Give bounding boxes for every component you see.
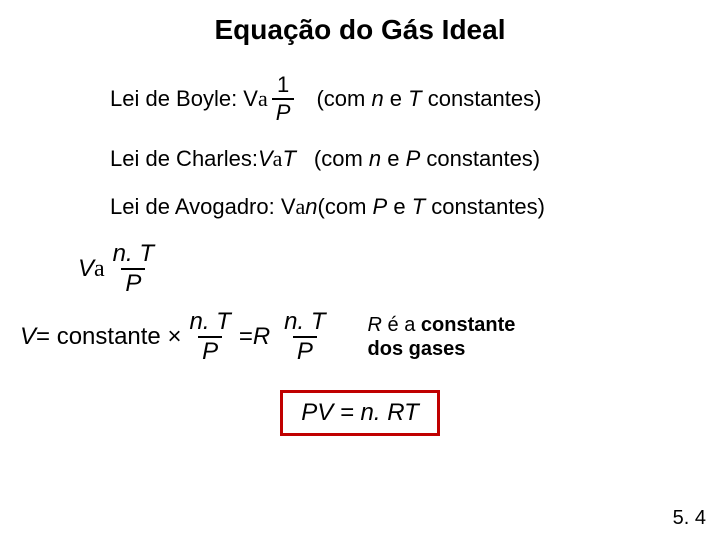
boxed-equation: PV = n. RT: [280, 390, 440, 436]
cond-mid: e: [381, 146, 405, 171]
eq-lhs: V: [20, 323, 36, 351]
cond-var2: T: [412, 194, 425, 219]
cond-open: (com: [318, 194, 373, 219]
equation-row: V = constante × n. T P = R n. T P R é a …: [20, 310, 720, 364]
avogadro-prefix: Lei de Avogadro: V: [110, 194, 296, 220]
frac-num: n. T: [185, 310, 234, 336]
boxed-equation-wrap: PV = n. RT: [0, 390, 720, 436]
note-bold2: dos gases: [368, 338, 466, 360]
alpha-symbol: a: [273, 146, 283, 172]
eq-const: = constante ×: [36, 323, 181, 351]
cond-open: (com: [316, 86, 371, 111]
avogadro-condition: (com P e T constantes): [318, 194, 545, 220]
charles-prefix: Lei de Charles:: [110, 146, 258, 172]
eq-frac2: n. T P: [280, 310, 329, 364]
cond-var1: n: [371, 86, 383, 111]
boyle-fraction: 1 P: [272, 74, 295, 124]
laws-block: Lei de Boyle: V a 1 P (com n e T constan…: [110, 74, 720, 220]
frac-den: P: [198, 336, 222, 364]
slide-number: 5. 4: [673, 507, 706, 530]
combined-fraction: n. T P: [109, 242, 158, 296]
frac-num: 1: [273, 74, 293, 98]
frac-num: n. T: [280, 310, 329, 336]
avogadro-n: n: [305, 194, 317, 220]
alpha-symbol: a: [258, 86, 268, 112]
combined-v: V: [78, 255, 94, 283]
boyle-prefix: Lei de Boyle: V: [110, 86, 258, 112]
eq-frac1: n. T P: [185, 310, 234, 364]
cond-mid: e: [387, 194, 411, 219]
frac-den: P: [121, 268, 145, 296]
note-r: R: [368, 314, 382, 336]
cond-var2: P: [406, 146, 421, 171]
cond-close: constantes): [422, 86, 542, 111]
charles-condition: (com n e P constantes): [314, 146, 540, 172]
cond-var1: n: [369, 146, 381, 171]
law-avogadro: Lei de Avogadro: V a n (com P e T consta…: [110, 194, 720, 220]
eq-mid: =: [239, 323, 253, 351]
charles-v: V: [258, 146, 273, 172]
cond-close: constantes): [425, 194, 545, 219]
frac-den: P: [293, 336, 317, 364]
boyle-condition: (com n e T constantes): [316, 86, 541, 112]
law-charles: Lei de Charles: V a T (com n e P constan…: [110, 146, 720, 172]
cond-mid: e: [384, 86, 408, 111]
cond-open: (com: [314, 146, 369, 171]
eq-r: R: [253, 323, 270, 351]
frac-den: P: [272, 98, 295, 124]
alpha-symbol: a: [296, 194, 306, 220]
law-boyle: Lei de Boyle: V a 1 P (com n e T constan…: [110, 74, 720, 124]
combined-relation: V a n. T P: [78, 242, 720, 296]
gas-constant-note: R é a constante dos gases: [368, 313, 516, 361]
note-text1: é a: [382, 314, 421, 336]
alpha-symbol: a: [94, 256, 105, 283]
cond-close: constantes): [420, 146, 540, 171]
cond-var2: T: [408, 86, 421, 111]
cond-var1: P: [373, 194, 388, 219]
note-bold1: constante: [421, 314, 515, 336]
page-title: Equação do Gás Ideal: [0, 0, 720, 46]
charles-t: T: [282, 146, 295, 172]
frac-num: n. T: [109, 242, 158, 268]
